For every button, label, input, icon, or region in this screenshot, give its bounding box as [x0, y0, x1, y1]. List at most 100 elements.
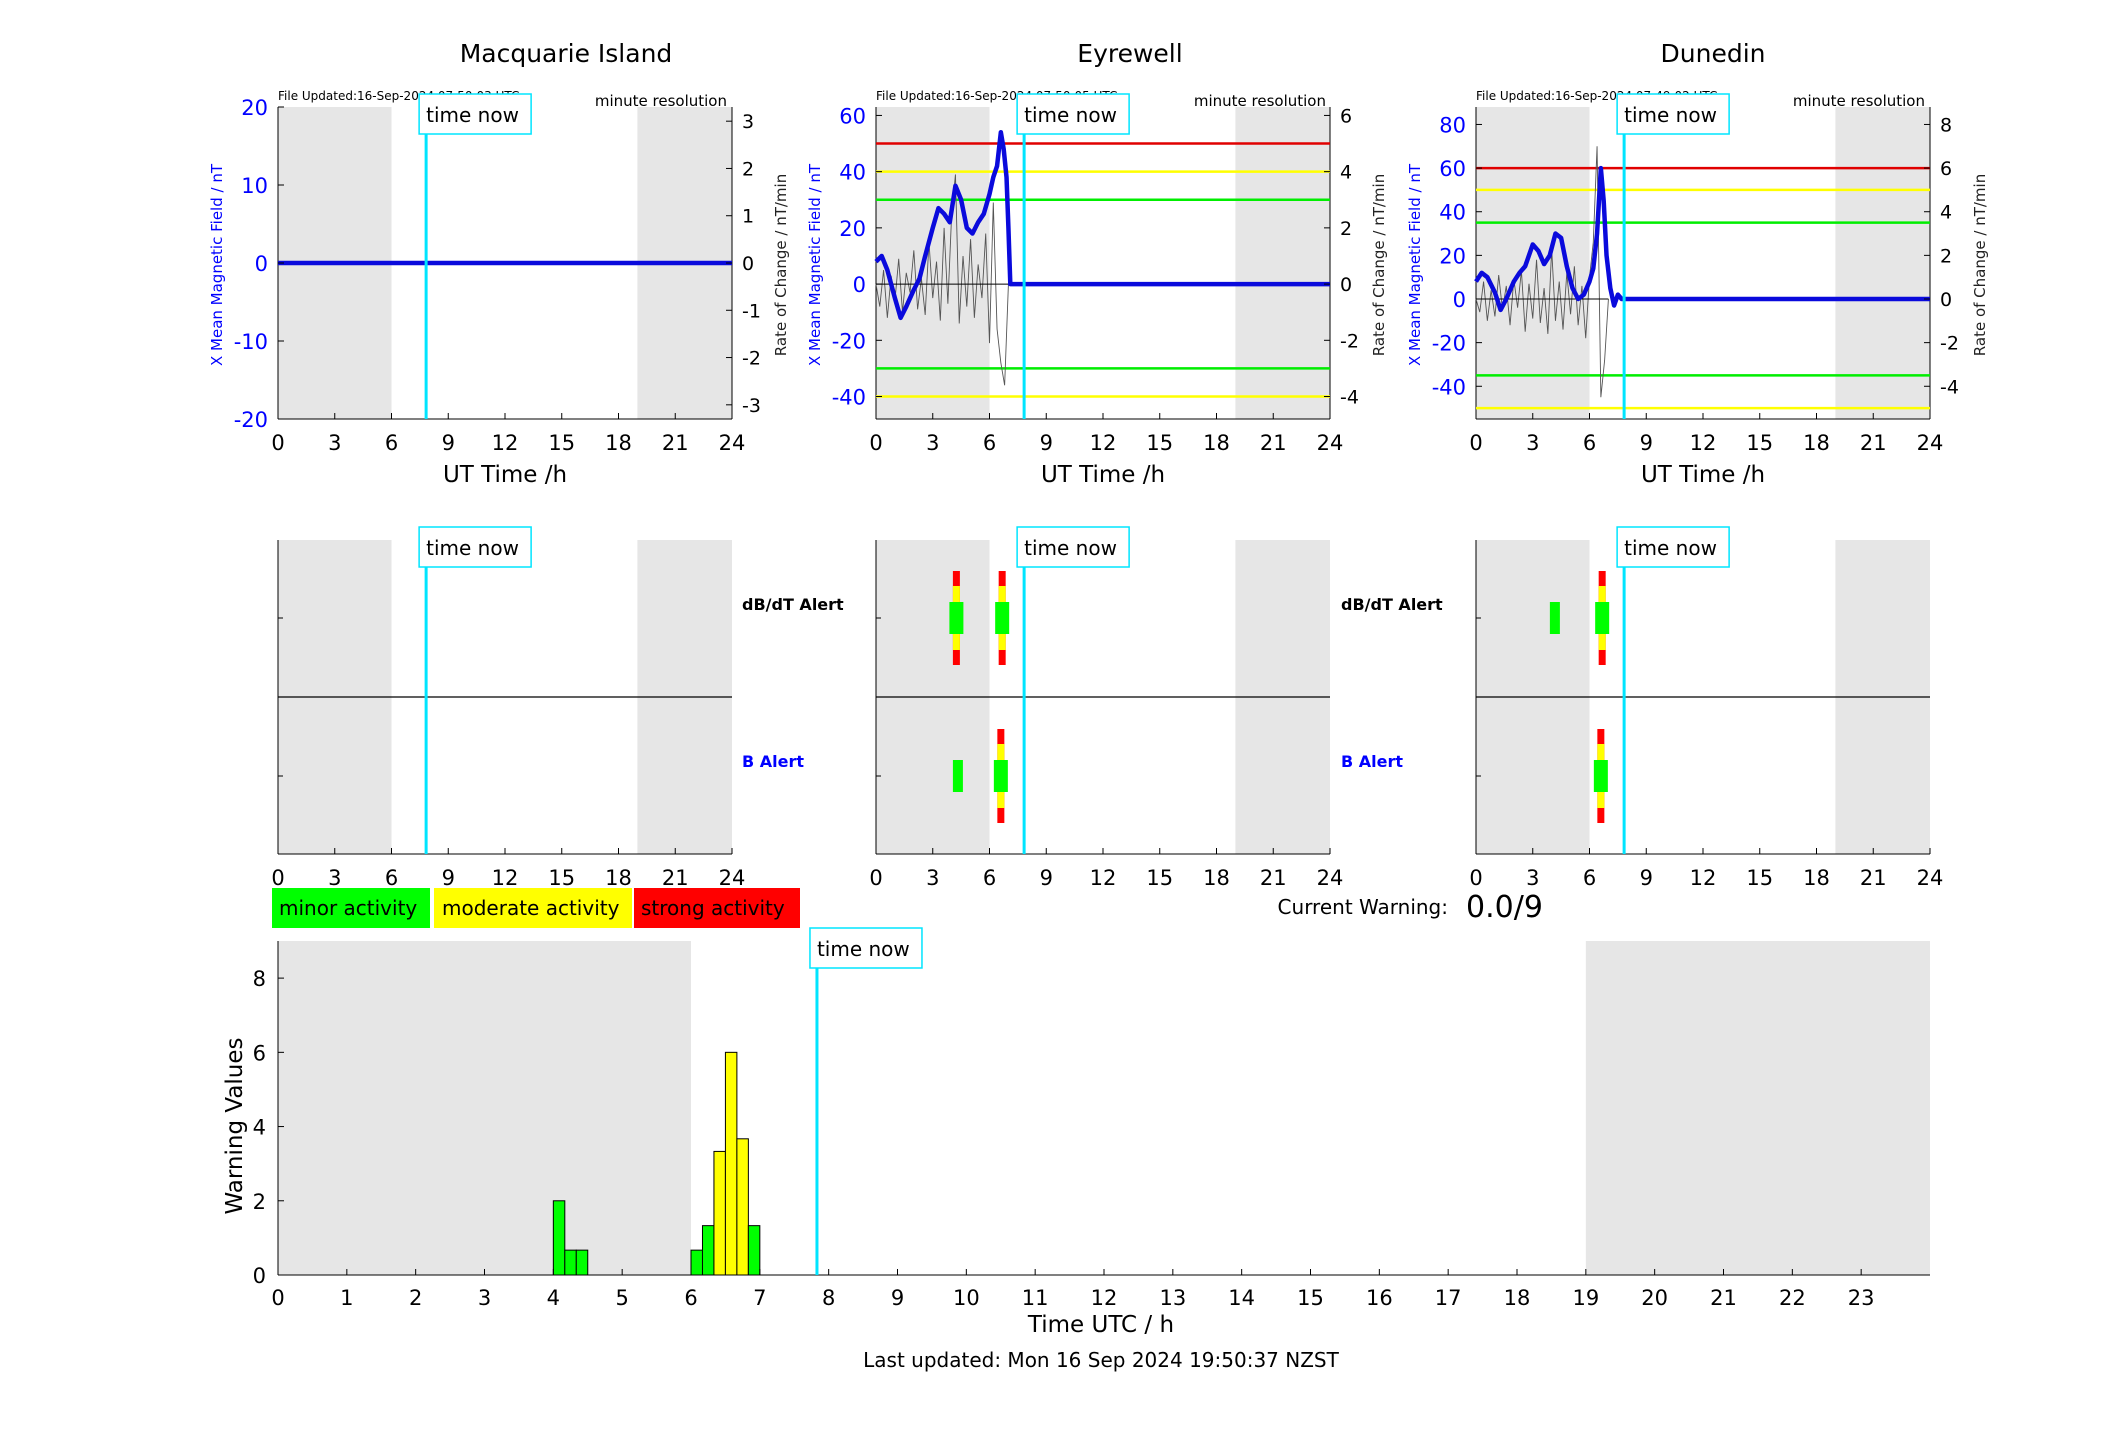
eyrewell-x-tick-label-6: 6 [983, 431, 996, 455]
eyrewell-time-now-label: time now [1024, 103, 1117, 127]
macquarie-island-alert-x-tick-label-6: 6 [385, 866, 398, 890]
macquarie-island-y-right-tick-label-3: 3 [742, 111, 754, 133]
warning-x-tick-label-20: 20 [1641, 1286, 1668, 1310]
dunedin-y-right-tick-label-0: 0 [1940, 289, 1952, 311]
dunedin-alert-x-tick-label-6: 6 [1583, 866, 1596, 890]
eyrewell-y-right-tick-label-2: 2 [1340, 218, 1352, 240]
title-macquarie: Macquarie Island [460, 39, 673, 68]
ylabel-left-dunedin: X Mean Magnetic Field / nT [1406, 163, 1424, 366]
dunedin-x-tick-label-3: 3 [1526, 431, 1539, 455]
macquarie-island-x-tick-label-0: 0 [271, 431, 284, 455]
macquarie-island-y-right-tick-label--1: -1 [742, 300, 761, 322]
macquarie-island-x-tick-label-9: 9 [442, 431, 455, 455]
dunedin-x-tick-label-0: 0 [1469, 431, 1482, 455]
warning-y-tick-label-8: 8 [253, 967, 266, 991]
dunedin-alert-x-tick-label-18: 18 [1803, 866, 1830, 890]
macquarie-island-time-now-box [418, 93, 532, 135]
warning-x-tick-label-23: 23 [1848, 1286, 1875, 1310]
warning-night-shade-0 [278, 941, 691, 1275]
macquarie-island-x-tick-label-24: 24 [719, 431, 746, 455]
macquarie-island-y-left-tick-label-0: 0 [255, 252, 268, 276]
warning-x-tick-label-15: 15 [1297, 1286, 1324, 1310]
eyrewell-x-mean-field-line [874, 130, 1330, 321]
dbdt-label-eyrewell: dB/dT Alert [1341, 595, 1443, 614]
legend-strong-label: strong activity [641, 896, 785, 920]
dunedin-y-left-tick-label-20: 20 [1439, 244, 1466, 268]
warning-x-tick-label-5: 5 [615, 1286, 628, 1310]
dunedin-x-tick-label-24: 24 [1917, 431, 1944, 455]
macquarie-island-alert-time-now-label: time now [426, 536, 519, 560]
eyrewell-x-tick-label-12: 12 [1090, 431, 1117, 455]
warning-bar-8 [747, 1225, 761, 1276]
eyrewell-y-left-tick-label-20: 20 [839, 217, 866, 241]
dunedin-y-left-tick-label--20: -20 [1432, 332, 1466, 356]
dunedin-time-now-box [1616, 93, 1730, 135]
dunedin-y-right-tick-label-4: 4 [1940, 202, 1952, 224]
warning-x-tick-label-13: 13 [1159, 1286, 1186, 1310]
eyrewell-y-right-tick-label--4: -4 [1340, 387, 1359, 409]
macquarie-island-time-now-label: time now [426, 103, 519, 127]
macquarie-island-alert-x-tick-label-12: 12 [492, 866, 519, 890]
warning-x-tick-label-18: 18 [1504, 1286, 1531, 1310]
macquarie-island-alert-x-tick-label-0: 0 [271, 866, 284, 890]
warning-x-tick-label-21: 21 [1710, 1286, 1737, 1310]
macquarie-island-y-right-tick-label-1: 1 [742, 206, 754, 228]
chart-marks: 0 3 6 9 12 15 18 21 24-20-1001020-3-2-10123time … [234, 93, 1959, 1310]
eyrewell-b-alert-1-minor [993, 760, 1008, 792]
eyrewell-alert-x-tick-label-9: 9 [1040, 866, 1053, 890]
eyrewell-alert-time-now-label: time now [1024, 536, 1117, 560]
dunedin-alert-x-tick-label-21: 21 [1860, 866, 1887, 890]
warning-x-tick-label-1: 1 [340, 1286, 353, 1310]
dunedin-dbdt-alert-1-minor [1595, 602, 1610, 634]
macquarie-island-y-right-tick-label--2: -2 [742, 348, 761, 370]
dunedin-y-right-tick-label--4: -4 [1940, 376, 1959, 398]
eyrewell-b-alert-0-minor [952, 760, 963, 792]
warning-x-tick-label-22: 22 [1779, 1286, 1806, 1310]
eyrewell-y-left-tick-label-40: 40 [839, 161, 866, 185]
dunedin-x-tick-label-12: 12 [1690, 431, 1717, 455]
warning-bar-0 [552, 1200, 566, 1276]
dunedin-y-right-tick-label--2: -2 [1940, 333, 1959, 355]
dunedin-y-left-tick-label--40: -40 [1432, 375, 1466, 399]
dunedin-y-left-tick-label-80: 80 [1439, 113, 1466, 137]
eyrewell-x-tick-label-0: 0 [869, 431, 882, 455]
warning-y-tick-label-4: 4 [253, 1116, 266, 1140]
dbdt-label-macquarie: dB/dT Alert [742, 595, 844, 614]
warning-x-tick-label-2: 2 [409, 1286, 422, 1310]
resolution-dunedin: minute resolution [1793, 92, 1925, 110]
dunedin-x-tick-label-21: 21 [1860, 431, 1887, 455]
warning-bar-4 [701, 1225, 715, 1276]
eyrewell-dbdt-alert-0-minor [949, 602, 964, 634]
warning-x-tick-label-14: 14 [1228, 1286, 1255, 1310]
warning-bar-6 [724, 1051, 738, 1276]
ylabel-left-macquarie: X Mean Magnetic Field / nT [208, 163, 226, 366]
dunedin-night-shade-1 [1835, 107, 1930, 419]
eyrewell-alert-x-tick-label-18: 18 [1203, 866, 1230, 890]
macquarie-island-alert-x-tick-label-24: 24 [719, 866, 746, 890]
eyrewell-alert-x-tick-label-15: 15 [1146, 866, 1173, 890]
eyrewell-rate-of-change-line [875, 174, 1009, 386]
warning-x-tick-label-6: 6 [684, 1286, 697, 1310]
warning-time-now-label: time now [817, 937, 910, 961]
warning-x-tick-label-7: 7 [753, 1286, 766, 1310]
eyrewell-x-tick-label-15: 15 [1146, 431, 1173, 455]
warning-x-tick-label-19: 19 [1572, 1286, 1599, 1310]
eyrewell-y-left-tick-label-0: 0 [853, 273, 866, 297]
warning-night-shade-1 [1585, 941, 1930, 1275]
warning-x-tick-label-8: 8 [822, 1286, 835, 1310]
ylabel-right-eyrewell: Rate of Change / nT/min [1370, 174, 1388, 356]
warning-bar-7 [736, 1138, 749, 1276]
dunedin-alert-x-tick-label-24: 24 [1917, 866, 1944, 890]
title-eyrewell: Eyrewell [1077, 39, 1182, 68]
dunedin-alert-time-now-label: time now [1624, 536, 1717, 560]
bottom-ylabel: Warning Values [222, 1037, 248, 1214]
eyrewell-alert-x-tick-label-21: 21 [1260, 866, 1287, 890]
eyrewell-x-tick-label-18: 18 [1203, 431, 1230, 455]
warning-x-tick-label-9: 9 [891, 1286, 904, 1310]
eyrewell-y-right-tick-label-4: 4 [1340, 162, 1352, 184]
warning-bar-1 [564, 1249, 577, 1276]
macquarie-island-y-left-tick-label-20: 20 [241, 96, 268, 120]
warning-x-tick-label-12: 12 [1091, 1286, 1118, 1310]
dunedin-rate-of-change-line [1475, 146, 1609, 398]
current-warning-label: Current Warning: [1278, 895, 1448, 919]
